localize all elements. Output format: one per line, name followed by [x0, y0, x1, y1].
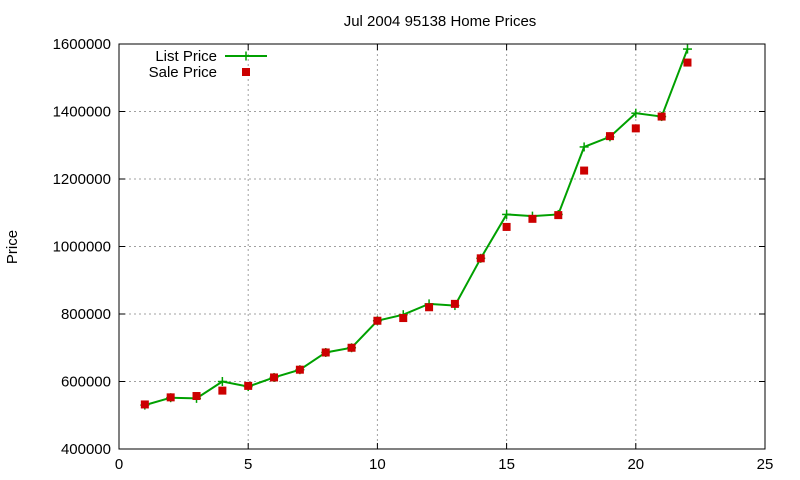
list-price-point	[502, 209, 512, 219]
legend-item: List Price	[155, 48, 267, 65]
sale-price-point	[425, 303, 434, 312]
sale-price-point	[321, 348, 330, 357]
x-tick-label: 15	[498, 456, 515, 473]
y-tick-label: 1000000	[53, 239, 111, 256]
list-price-point	[579, 142, 589, 152]
sale-price-point	[528, 214, 537, 223]
x-tick-label: 10	[369, 456, 386, 473]
y-axis-label: Price	[4, 230, 21, 264]
x-tick-label: 20	[627, 456, 644, 473]
legend-label: Sale Price	[149, 64, 217, 81]
sale-price-point	[244, 381, 253, 390]
sale-price-point	[631, 124, 640, 133]
y-tick-label: 400000	[61, 441, 111, 458]
sale-price-point	[399, 314, 408, 323]
list-price-point	[631, 108, 641, 118]
sale-price-point	[295, 365, 304, 374]
list-price-line	[144, 48, 689, 407]
list-price-point	[682, 44, 692, 54]
sale-price-point	[605, 132, 614, 141]
axis-ticks: 0 5 10 15 20 25 400000 600000 800000 1000000 12000…	[53, 36, 774, 473]
y-tick-label: 1200000	[53, 171, 111, 188]
chart-title: Jul 2004 95138 Home Prices	[344, 13, 537, 30]
sale-price-point	[657, 112, 666, 121]
y-tick-label: 1600000	[53, 36, 111, 53]
series-1	[140, 44, 692, 410]
y-tick-label: 600000	[61, 374, 111, 391]
y-tick-label: 1400000	[53, 104, 111, 121]
legend-item: Sale Price	[149, 64, 250, 81]
sale-price-point	[580, 166, 589, 175]
x-tick-label: 0	[115, 456, 123, 473]
legend-marker	[242, 68, 250, 76]
sale-price-point	[450, 299, 459, 308]
sale-price-point	[218, 386, 227, 395]
legend-label: List Price	[155, 48, 217, 65]
sale-price-point	[476, 254, 485, 263]
plot-series	[140, 44, 692, 410]
y-tick-label: 800000	[61, 306, 111, 323]
x-tick-label: 5	[244, 456, 252, 473]
sale-price-point	[502, 222, 511, 231]
sale-price-point	[373, 316, 382, 325]
gridlines	[119, 44, 765, 449]
sale-price-point	[140, 400, 149, 409]
sale-price-point	[166, 393, 175, 402]
sale-price-point	[347, 343, 356, 352]
series-2	[140, 58, 692, 409]
list-price-point	[217, 377, 227, 386]
sale-price-point	[554, 211, 563, 220]
sale-price-point	[192, 392, 201, 401]
legend-marker	[241, 51, 251, 61]
sale-price-point	[270, 373, 279, 382]
sale-price-point	[683, 58, 692, 67]
x-tick-label: 25	[757, 456, 774, 473]
